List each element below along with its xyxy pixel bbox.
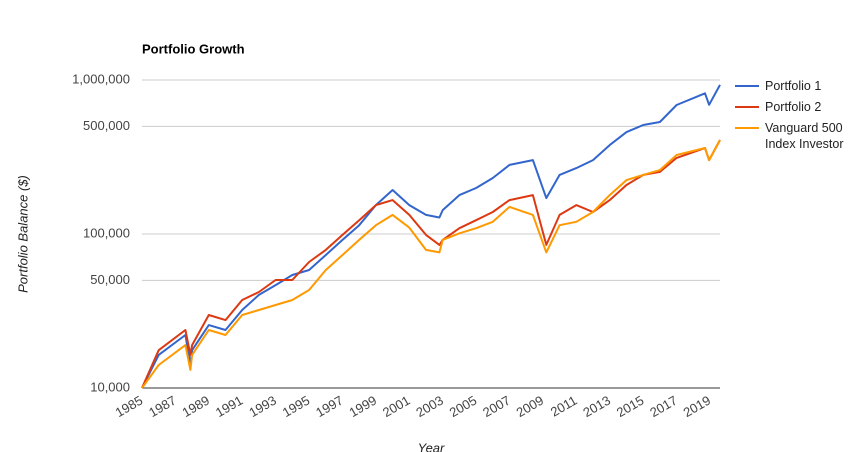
chart-title: Portfolio Growth (142, 41, 245, 56)
x-tick-label: 1985 (113, 393, 146, 420)
y-tick-label: 1,000,000 (72, 71, 130, 86)
legend-swatch (735, 106, 759, 108)
y-tick-label: 500,000 (83, 118, 130, 133)
legend-label: Portfolio 1 (765, 79, 822, 93)
x-tick-label: 1995 (280, 393, 313, 420)
y-tick-label: 100,000 (83, 225, 130, 240)
series-line (141, 139, 721, 389)
x-tick-label: 1991 (213, 393, 246, 420)
x-tick-label: 1993 (246, 393, 279, 420)
legend-item: Portfolio 1 (735, 78, 855, 94)
legend-swatch (735, 127, 759, 129)
x-tick-label: 1989 (179, 393, 212, 420)
y-tick-label: 10,000 (90, 379, 130, 394)
legend-label: Vanguard 500 Index Investor (765, 121, 844, 151)
series-line (141, 139, 721, 389)
x-tick-label: 2007 (480, 393, 513, 420)
y-tick-label: 50,000 (90, 272, 130, 287)
y-axis-title: Portfolio Balance ($) (15, 175, 30, 293)
x-tick-label: 2017 (647, 393, 680, 420)
x-tick-label: 2003 (413, 393, 446, 420)
legend-label: Portfolio 2 (765, 100, 822, 114)
x-tick-label: 1999 (347, 393, 380, 420)
x-tick-label: 2005 (447, 393, 480, 420)
x-tick-label: 2015 (614, 393, 647, 420)
legend-item: Portfolio 2 (735, 99, 855, 115)
legend: Portfolio 1 Portfolio 2 Vanguard 500 Index… (735, 78, 855, 157)
x-tick-label: 1987 (146, 393, 179, 420)
legend-swatch (735, 85, 759, 87)
legend-item: Vanguard 500 Index Investor (735, 120, 855, 152)
x-tick-label: 1997 (313, 393, 346, 420)
x-tick-label: 2019 (681, 393, 714, 420)
x-axis-title: Year (418, 440, 445, 452)
x-tick-label: 2011 (548, 393, 580, 420)
x-tick-label: 2009 (514, 393, 547, 420)
series-line (141, 84, 721, 389)
x-tick-label: 2001 (380, 393, 413, 420)
x-tick-label: 2013 (580, 393, 613, 420)
